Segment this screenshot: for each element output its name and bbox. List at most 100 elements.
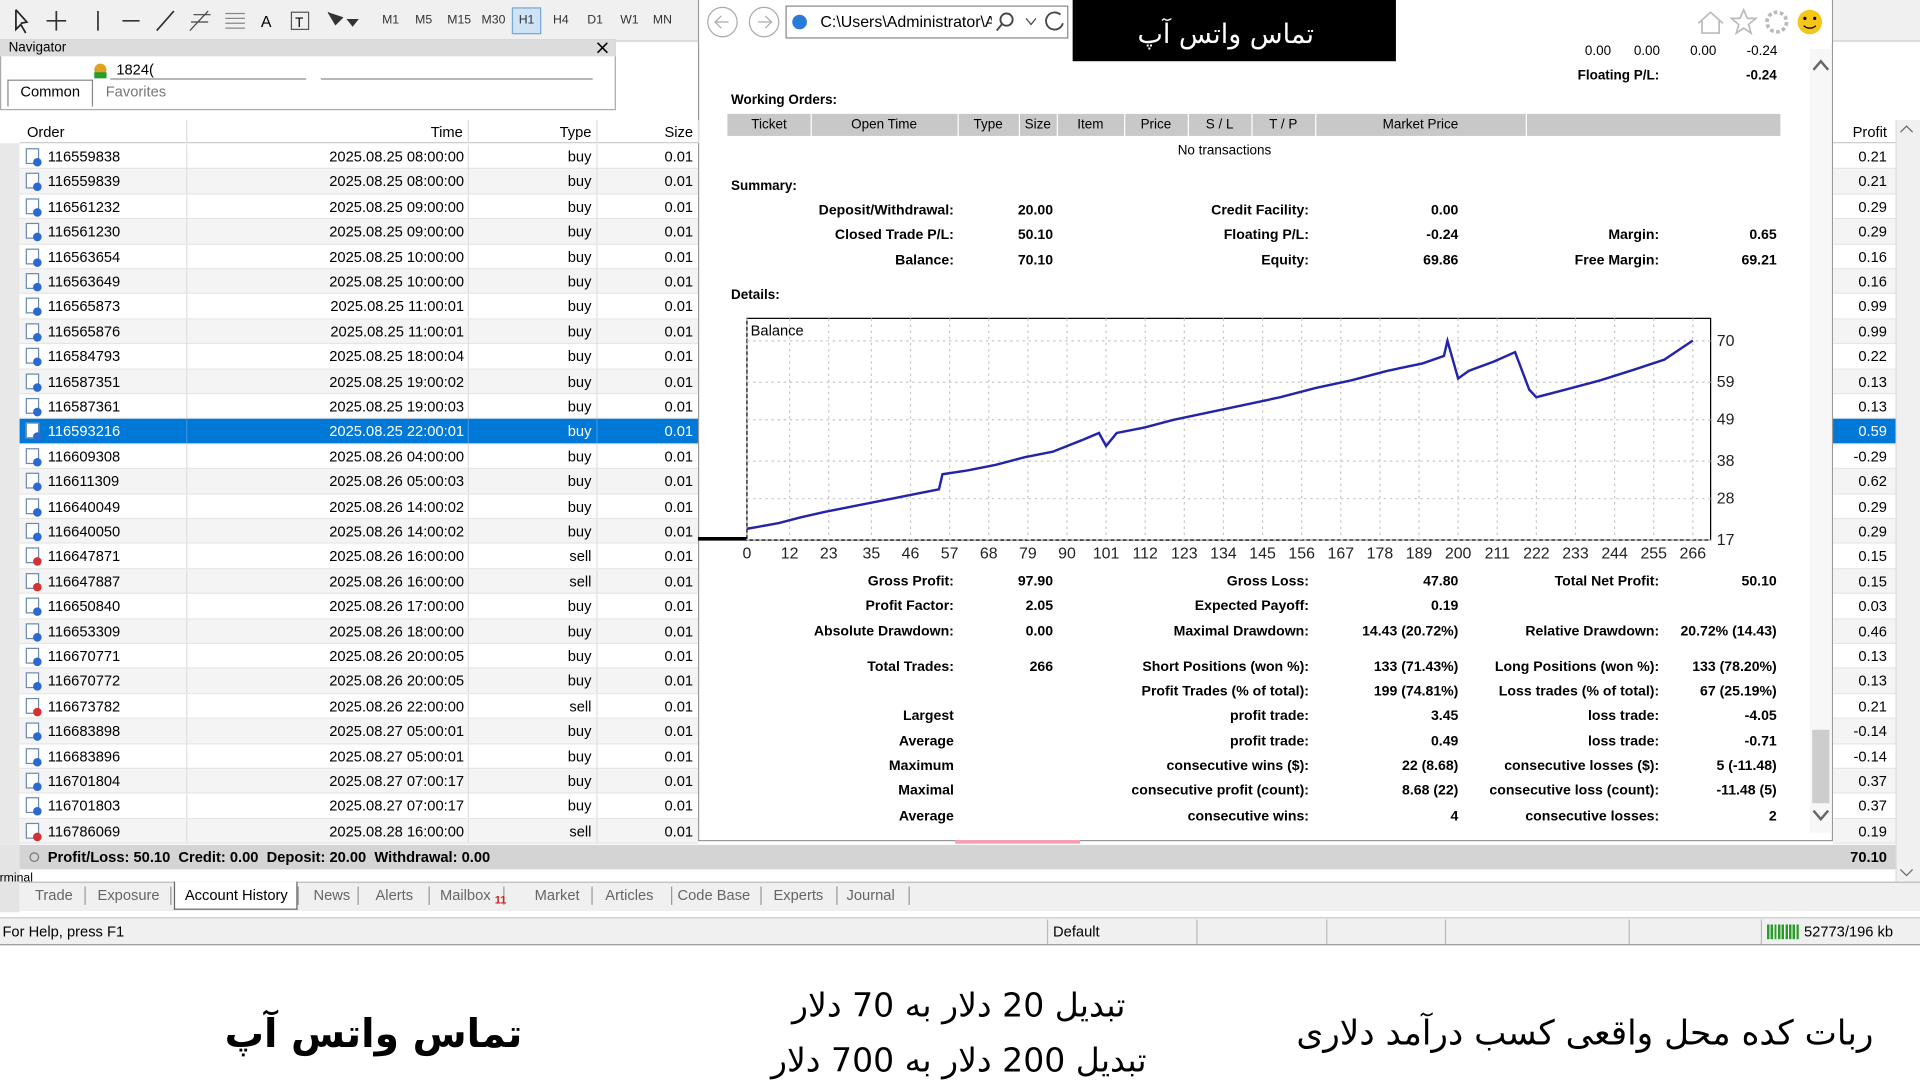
stat-value: 8.68 (22) xyxy=(1402,783,1459,799)
timeframe-button: W1 xyxy=(620,13,639,27)
order-type: sell xyxy=(569,697,592,715)
status-divider xyxy=(1196,919,1198,945)
floating-label: Floating P/L: xyxy=(1577,68,1660,84)
stat-label: profit trade: xyxy=(1229,708,1309,724)
order-type: sell xyxy=(569,547,592,565)
stat-label: Gross Profit: xyxy=(867,574,954,589)
wo-header xyxy=(727,113,1781,136)
header-divider xyxy=(467,120,469,144)
search-field-line xyxy=(320,78,593,80)
stat-value: 69.86 xyxy=(1423,253,1459,269)
timeframe-button: M15 xyxy=(447,13,472,27)
cell-divider xyxy=(596,444,598,469)
terminal-tab: Mailbox xyxy=(439,886,491,904)
order-type: buy xyxy=(567,772,592,790)
cell-divider xyxy=(467,169,469,194)
order-id: 116683896 xyxy=(47,747,121,765)
order-id: 116559839 xyxy=(47,173,121,191)
orders-header xyxy=(19,120,698,144)
order-profit: 0.59 xyxy=(1858,422,1887,441)
order-row xyxy=(19,818,698,844)
order-icon-badge xyxy=(33,232,42,242)
order-row xyxy=(19,793,698,819)
cell-divider xyxy=(186,644,188,669)
top-value: -0.24 xyxy=(1746,44,1778,59)
order-row xyxy=(19,669,698,695)
order-id: 116786069 xyxy=(47,822,121,840)
cell-divider xyxy=(596,269,598,294)
cell-divider xyxy=(186,444,188,469)
order-type: buy xyxy=(567,372,592,391)
order-id: 116561232 xyxy=(47,198,121,216)
stat-label: Maximal xyxy=(898,783,954,799)
order-time: 2025.08.25 08:00:00 xyxy=(329,148,465,166)
profit-cell xyxy=(1833,294,1896,320)
cell-divider xyxy=(467,419,469,444)
stat-value: 50.10 xyxy=(1017,227,1054,243)
profit-cell xyxy=(1833,694,1896,720)
profit-cell xyxy=(1833,818,1896,844)
wo-column: S / L xyxy=(1205,117,1234,133)
order-row xyxy=(19,569,698,595)
wo-column: Open Time xyxy=(851,117,918,133)
order-type: buy xyxy=(567,622,592,640)
order-profit: 0.62 xyxy=(1858,472,1887,491)
svg-text:T: T xyxy=(295,15,303,30)
order-size: 0.01 xyxy=(664,597,694,615)
order-id: 116563649 xyxy=(47,273,121,291)
order-icon-badge xyxy=(33,432,42,442)
order-icon-badge xyxy=(33,682,42,692)
timeframe-button: D1 xyxy=(587,13,603,27)
totals-total: 70.10 xyxy=(1850,848,1887,866)
order-row xyxy=(19,469,698,495)
profit-cell xyxy=(1833,419,1896,445)
svg-text:A: A xyxy=(261,14,272,31)
cell-divider xyxy=(186,719,188,744)
order-time: 2025.08.26 18:00:00 xyxy=(329,622,465,640)
mailbox-badge: 11 xyxy=(494,893,507,907)
order-icon-badge xyxy=(33,382,42,392)
order-id: 116563654 xyxy=(47,248,121,266)
cell-divider xyxy=(596,694,598,719)
stat-label: Absolute Drawdown: xyxy=(813,624,954,640)
order-id: 116683898 xyxy=(47,722,121,740)
stat-value: -4.05 xyxy=(1744,708,1777,724)
stat-value: 0.00 xyxy=(1025,624,1054,640)
cell-divider xyxy=(467,719,469,744)
cell-divider xyxy=(186,469,188,494)
order-profit: 0.03 xyxy=(1858,597,1887,615)
profit-cell xyxy=(1833,768,1896,794)
order-icon-badge xyxy=(33,657,42,667)
order-profit: 0.13 xyxy=(1858,397,1887,416)
order-type: buy xyxy=(567,647,592,665)
close-icons xyxy=(4,42,608,130)
profit-cell xyxy=(1833,344,1896,370)
cell-divider xyxy=(467,144,469,169)
stat-value: 266 xyxy=(1029,660,1054,675)
stat-value: 97.90 xyxy=(1017,574,1054,589)
cell-divider xyxy=(186,519,188,544)
order-time: 2025.08.26 16:00:00 xyxy=(329,547,465,565)
order-id: 116640049 xyxy=(47,497,121,516)
stat-label: Profit Factor: xyxy=(865,598,954,614)
order-type: buy xyxy=(567,747,592,765)
order-type: sell xyxy=(569,572,592,590)
stat-label: Profit Trades (% of total): xyxy=(1141,684,1309,700)
caption-right: ربات کده محل واقعی کسب درآمد دلاری xyxy=(1296,1012,1874,1054)
order-id: 116587361 xyxy=(47,397,121,416)
order-time: 2025.08.28 16:00:00 xyxy=(329,822,465,840)
order-profit: -0.29 xyxy=(1853,447,1887,466)
cell-divider xyxy=(596,244,598,269)
profit-cell xyxy=(1833,544,1896,570)
order-time: 2025.08.26 17:00:00 xyxy=(329,597,465,615)
order-time: 2025.08.27 05:00:01 xyxy=(329,722,465,740)
wo-divider xyxy=(1124,113,1126,136)
tab-separator xyxy=(170,886,172,905)
order-type: buy xyxy=(567,672,592,690)
stat-value: 50.10 xyxy=(1741,574,1777,589)
cell-divider xyxy=(186,319,188,344)
profit-cell xyxy=(1833,519,1896,545)
order-icon-badge xyxy=(33,832,42,841)
cell-divider xyxy=(596,743,598,769)
profit-cell xyxy=(1833,644,1896,670)
